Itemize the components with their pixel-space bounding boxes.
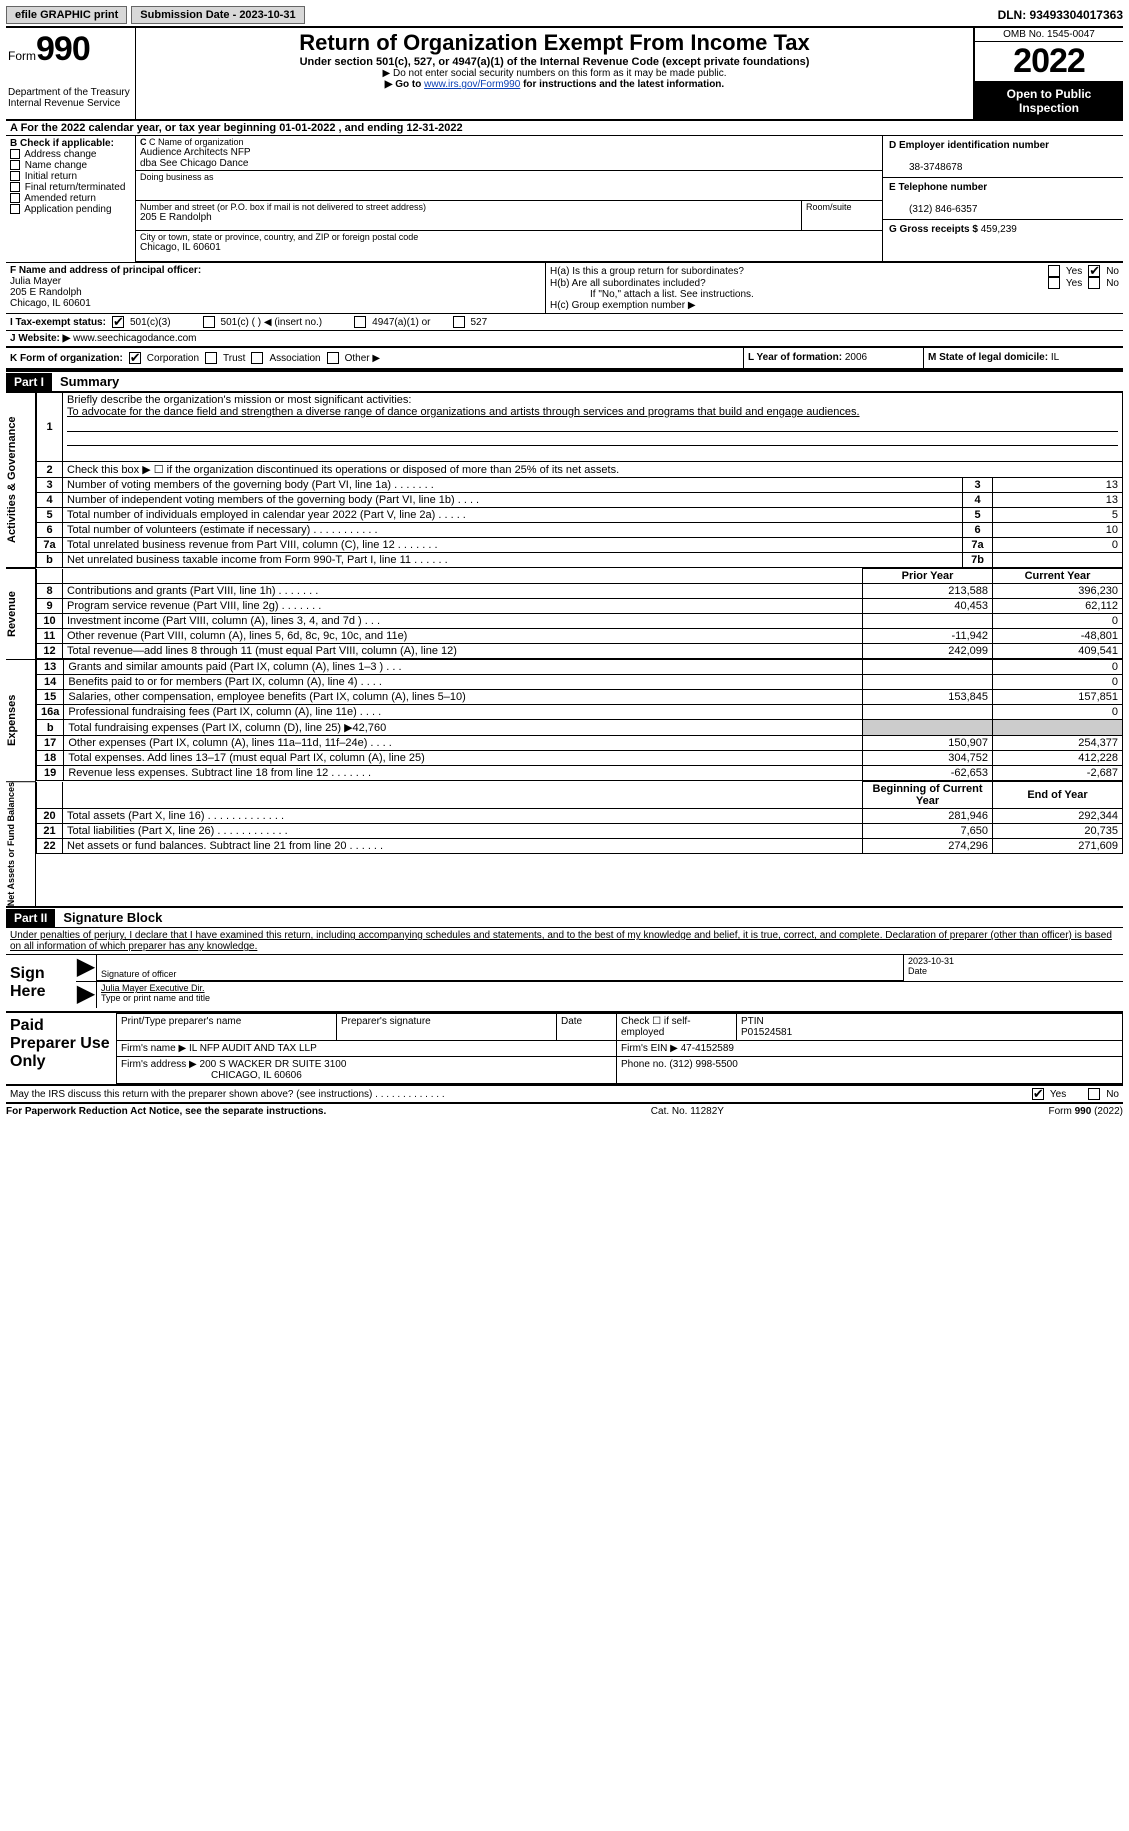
dba-cell: Doing business as: [136, 171, 882, 201]
section-b: B Check if applicable: Address change Na…: [6, 136, 136, 262]
gov-table: 1 Briefly describe the organization's mi…: [36, 392, 1123, 568]
city-cell: City or town, state or province, country…: [136, 231, 882, 261]
checkbox[interactable]: [10, 204, 20, 214]
efile-print-button[interactable]: efile GRAPHIC print: [6, 6, 127, 24]
org-name-cell: C C Name of organization Audience Archit…: [136, 136, 882, 171]
gross-receipts-cell: G Gross receipts $ 459,239: [883, 220, 1123, 239]
net-table: Beginning of Current Year End of Year 20…: [36, 781, 1123, 854]
checkbox[interactable]: [10, 171, 20, 181]
side-revenue: Revenue: [6, 568, 36, 659]
submission-date-button[interactable]: Submission Date - 2023-10-31: [131, 6, 304, 24]
form-number: Form990: [8, 30, 131, 69]
phone-cell: E Telephone number (312) 846-6357: [883, 178, 1123, 220]
return-title: Return of Organization Exempt From Incom…: [140, 30, 969, 56]
section-l: L Year of formation: 2006: [743, 348, 923, 368]
part1-header: Part I Summary: [6, 370, 1123, 392]
discuss-yes-checkbox[interactable]: [1032, 1088, 1044, 1100]
rev-table: Prior Year Current Year 8Contributions a…: [36, 568, 1123, 659]
k-trust-checkbox[interactable]: [205, 352, 217, 364]
side-netassets: Net Assets or Fund Balances: [6, 781, 36, 906]
checkbox[interactable]: [10, 160, 20, 170]
hb-no-checkbox[interactable]: [1088, 277, 1100, 289]
hb-yes-checkbox[interactable]: [1048, 277, 1060, 289]
section-j: J Website: ▶ www.seechicagodance.com: [6, 331, 1123, 348]
section-i: I Tax-exempt status: 501(c)(3) 501(c) ( …: [6, 314, 1123, 331]
checkbox[interactable]: [10, 193, 20, 203]
side-activities: Activities & Governance: [6, 392, 36, 568]
paid-preparer-block: Paid Preparer Use Only Print/Type prepar…: [6, 1013, 1123, 1086]
ein-cell: D Employer identification number 38-3748…: [883, 136, 1123, 178]
street-cell: Number and street (or P.O. box if mail i…: [136, 201, 882, 231]
section-h: H(a) Is this a group return for subordin…: [546, 263, 1123, 313]
section-k: K Form of organization: Corporation Trus…: [6, 348, 743, 368]
arrow-icon: ▶: [76, 982, 96, 1008]
501c3-checkbox[interactable]: [112, 316, 124, 328]
subtitle-1: Under section 501(c), 527, or 4947(a)(1)…: [140, 56, 969, 68]
tax-year: 2022: [975, 42, 1123, 83]
sign-here-block: Sign Here ▶ Signature of officer 2023-10…: [6, 955, 1123, 1013]
arrow-icon: ▶: [76, 955, 96, 981]
section-a: A For the 2022 calendar year, or tax yea…: [6, 121, 1123, 136]
k-corp-checkbox[interactable]: [129, 352, 141, 364]
checkbox[interactable]: [10, 182, 20, 192]
discuss-no-checkbox[interactable]: [1088, 1088, 1100, 1100]
irs-link[interactable]: www.irs.gov/Form990: [424, 79, 520, 90]
ha-no-checkbox[interactable]: [1088, 265, 1100, 277]
ha-yes-checkbox[interactable]: [1048, 265, 1060, 277]
501c-checkbox[interactable]: [203, 316, 215, 328]
exp-table: 13Grants and similar amounts paid (Part …: [36, 659, 1123, 781]
open-inspection: Open to Public Inspection: [975, 83, 1123, 119]
perjury-declaration: Under penalties of perjury, I declare th…: [6, 928, 1123, 955]
section-f: F Name and address of principal officer:…: [6, 263, 546, 313]
section-m: M State of legal domicile: IL: [923, 348, 1123, 368]
top-bar: efile GRAPHIC print Submission Date - 20…: [6, 6, 1123, 24]
side-expenses: Expenses: [6, 659, 36, 781]
527-checkbox[interactable]: [453, 316, 465, 328]
k-assoc-checkbox[interactable]: [251, 352, 263, 364]
omb-number: OMB No. 1545-0047: [975, 28, 1123, 42]
4947-checkbox[interactable]: [354, 316, 366, 328]
subtitle-2: ▶ Do not enter social security numbers o…: [140, 68, 969, 79]
k-other-checkbox[interactable]: [327, 352, 339, 364]
checkbox[interactable]: [10, 149, 20, 159]
discuss-row: May the IRS discuss this return with the…: [6, 1086, 1123, 1104]
dln-label: DLN: 93493304017363: [998, 8, 1123, 22]
subtitle-3: ▶ Go to www.irs.gov/Form990 for instruct…: [140, 79, 969, 90]
dept-label: Department of the Treasury Internal Reve…: [8, 87, 131, 109]
page-footer: For Paperwork Reduction Act Notice, see …: [6, 1104, 1123, 1117]
form-header: Form990 Department of the Treasury Inter…: [6, 28, 1123, 121]
part2-header: Part II Signature Block: [6, 906, 1123, 928]
